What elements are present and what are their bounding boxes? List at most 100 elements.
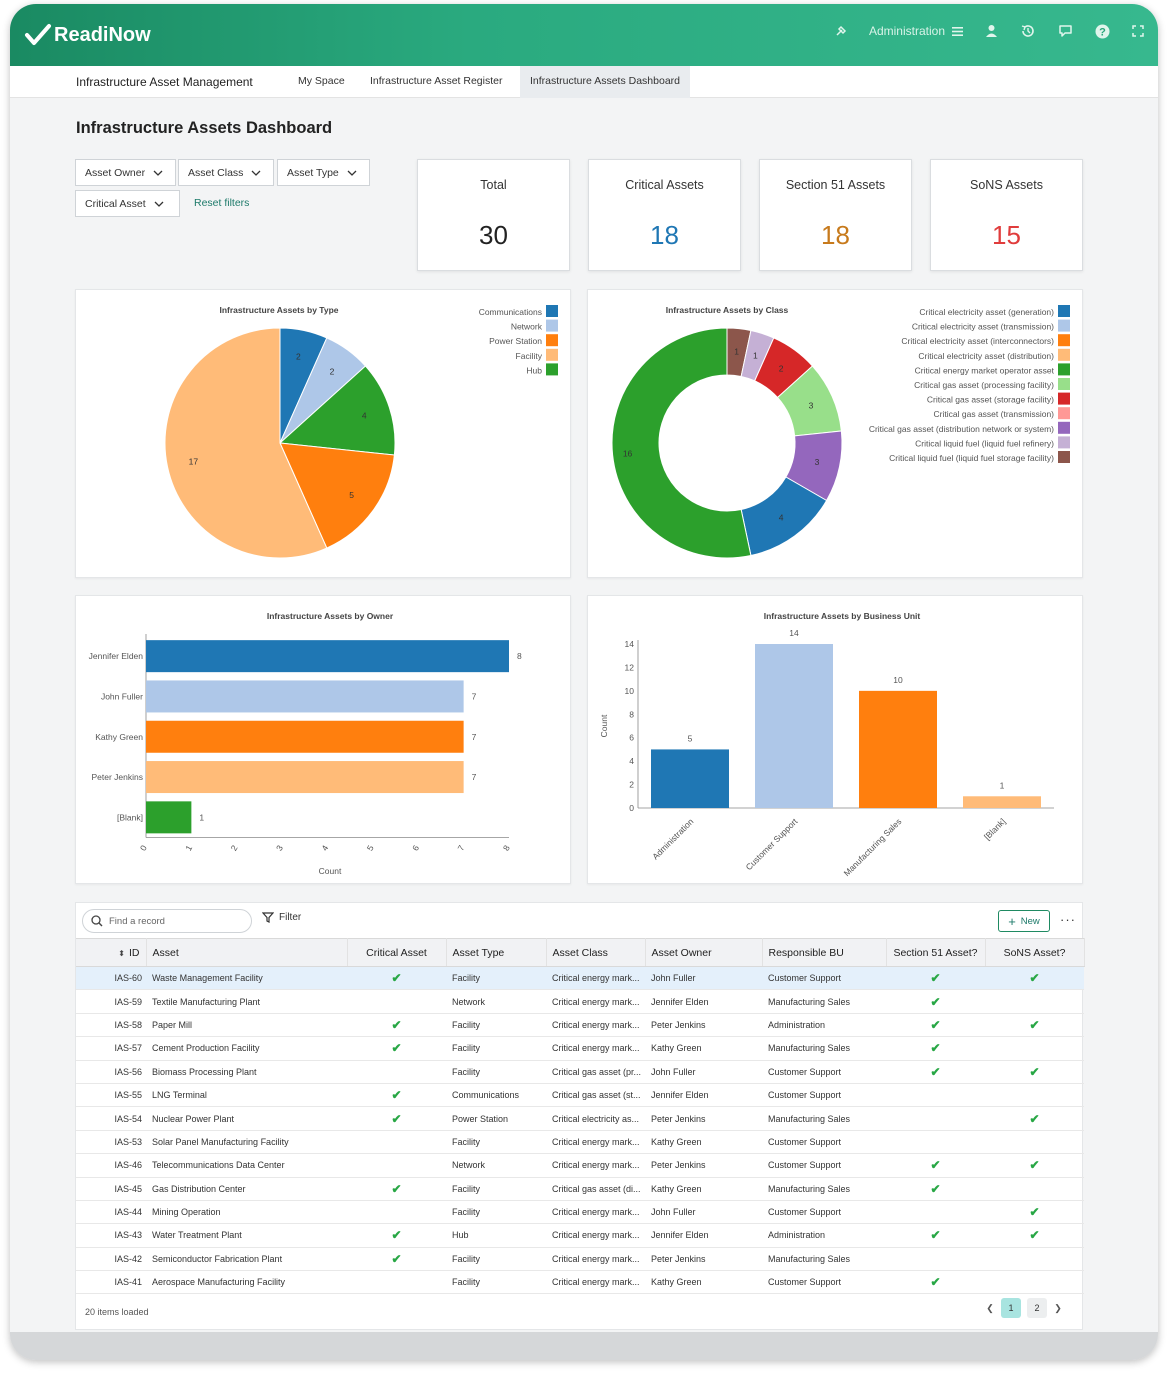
table-row[interactable]: IAS-58 Paper Mill ✔ Facility Critical energy… <box>76 1013 1084 1038</box>
check-icon: ✔ <box>391 1111 402 1126</box>
column-header-asset-owner[interactable]: Asset Owner <box>645 938 763 967</box>
chart-by-class[interactable]: Infrastructure Assets by Class 1 1 2 3 3 4 16 Cr… <box>588 290 1084 579</box>
column-header-asset-class[interactable]: Asset Class <box>546 938 646 967</box>
cell-bu: Manufacturing Sales <box>762 989 886 1014</box>
column-header-sons[interactable]: SoNS Asset? <box>985 938 1085 967</box>
cell-owner: Kathy Green <box>645 1036 762 1061</box>
app-name[interactable]: Infrastructure Asset Management <box>76 75 253 89</box>
column-header-asset[interactable]: Asset <box>146 938 348 967</box>
column-header-id[interactable]: ⬍ ID <box>76 938 147 967</box>
svg-text:?: ? <box>1099 26 1106 38</box>
cell-asset: Paper Mill <box>146 1013 347 1038</box>
cell-critical <box>347 1130 446 1155</box>
table-row[interactable]: IAS-54 Nuclear Power Plant ✔ Power Station C… <box>76 1106 1084 1131</box>
check-icon: ✔ <box>1029 1064 1040 1079</box>
tab-assets-dashboard[interactable]: Infrastructure Assets Dashboard <box>520 66 690 98</box>
table-row[interactable]: IAS-43 Water Treatment Plant ✔ Hub Critical … <box>76 1223 1084 1248</box>
column-header-responsible-bu[interactable]: Responsible BU <box>762 938 887 967</box>
bar <box>963 796 1041 808</box>
x-tick-label: 3 <box>274 843 285 852</box>
table-row[interactable]: IAS-44 Mining Operation Facility Critical e… <box>76 1200 1084 1225</box>
cell-bu: Customer Support <box>762 1200 886 1225</box>
cell-type: Hub <box>446 1223 546 1248</box>
help-icon[interactable]: ? <box>1095 24 1110 39</box>
category-label: Kathy Green <box>95 732 143 742</box>
asset-owner-dropdown[interactable]: Asset Owner <box>75 159 176 186</box>
stat-critical-assets[interactable]: Critical Assets 18 <box>588 159 741 271</box>
history-icon[interactable] <box>1020 23 1036 39</box>
cell-bu: Manufacturing Sales <box>762 1247 886 1272</box>
chart-by-business-unit[interactable]: Infrastructure Assets by Business Unit 0 2… <box>588 596 1084 885</box>
cell-sons: ✔ <box>985 1153 1084 1178</box>
cell-asset: Semiconductor Fabrication Plant <box>146 1247 347 1272</box>
user-icon[interactable] <box>985 24 998 38</box>
cell-critical <box>347 1270 446 1295</box>
table-row[interactable]: IAS-45 Gas Distribution Center ✔ Facility Cr… <box>76 1177 1084 1201</box>
asset-class-dropdown[interactable]: Asset Class <box>178 159 274 186</box>
table-row[interactable]: IAS-42 Semiconductor Fabrication Plant ✔ Fa… <box>76 1247 1084 1272</box>
table-row[interactable]: IAS-56 Biomass Processing Plant Facility Cr… <box>76 1060 1084 1084</box>
cell-asset: LNG Terminal <box>146 1083 347 1108</box>
cell-asset: Water Treatment Plant <box>146 1223 347 1248</box>
legend-swatch <box>1058 348 1070 361</box>
table-row[interactable]: IAS-60 Waste Management Facility ✔ Facility… <box>76 966 1084 991</box>
brand-logo[interactable]: ReadiNow <box>24 20 151 50</box>
cell-s51: ✔ <box>886 1013 985 1038</box>
column-header-asset-type[interactable]: Asset Type <box>446 938 547 967</box>
cell-s51: ✔ <box>886 966 985 991</box>
cell-owner: Peter Jenkins <box>645 1247 762 1272</box>
filter-label: Filter <box>279 912 302 923</box>
bar <box>755 644 833 808</box>
chart-by-owner[interactable]: Infrastructure Assets by Owner Jennifer E… <box>76 596 572 885</box>
check-icon: ✔ <box>930 1041 941 1056</box>
bar <box>651 749 729 808</box>
page-button-1[interactable]: 1 <box>1001 1298 1021 1318</box>
new-button[interactable]: + New <box>998 910 1050 932</box>
table-row[interactable]: IAS-59 Textile Manufacturing Plant Network… <box>76 989 1084 1014</box>
administration-menu[interactable]: Administration <box>869 24 963 38</box>
table-row[interactable]: IAS-53 Solar Panel Manufacturing Facility… <box>76 1130 1084 1155</box>
category-label: Manufacturing Sales <box>842 816 904 878</box>
more-options-icon[interactable]: ··· <box>1060 912 1076 927</box>
chat-icon[interactable] <box>1058 24 1073 38</box>
cell-sons: ✔ <box>985 1106 1084 1131</box>
slice-label: 3 <box>815 457 820 467</box>
cell-s51 <box>886 1083 985 1108</box>
table-row[interactable]: IAS-41 Aerospace Manufacturing Facility Fa… <box>76 1270 1084 1295</box>
x-tick-label: 2 <box>229 843 240 852</box>
critical-asset-dropdown[interactable]: Critical Asset <box>75 190 180 217</box>
column-header-critical-asset[interactable]: Critical Asset <box>347 938 447 967</box>
cell-bu: Manufacturing Sales <box>762 1177 886 1201</box>
tab-asset-register[interactable]: Infrastructure Asset Register <box>370 75 503 87</box>
x-axis-title: Count <box>319 866 342 876</box>
chevron-left-icon[interactable]: ❮ <box>986 1302 994 1313</box>
fullscreen-icon[interactable] <box>1132 25 1144 37</box>
reset-filters-link[interactable]: Reset filters <box>194 197 250 209</box>
stat-sons-assets[interactable]: SoNS Assets 15 <box>930 159 1083 271</box>
legend-label: Critical electricity asset (distribution… <box>918 351 1054 361</box>
stat-label: Section 51 Assets <box>785 178 886 192</box>
stat-section-51-assets[interactable]: Section 51 Assets 18 <box>759 159 912 271</box>
cell-bu: Administration <box>762 1223 886 1248</box>
cell-class: Critical energy mark... <box>546 1270 645 1295</box>
page-button-2[interactable]: 2 <box>1027 1298 1047 1318</box>
table-row[interactable]: IAS-55 LNG Terminal ✔ Communications Critica… <box>76 1083 1084 1108</box>
cell-id: IAS-53 <box>76 1130 146 1155</box>
stat-total[interactable]: Total 30 <box>417 159 570 271</box>
asset-type-dropdown[interactable]: Asset Type <box>277 159 370 186</box>
tools-icon[interactable] <box>835 25 847 37</box>
search-input[interactable]: Find a record <box>82 909 252 933</box>
cell-owner: John Fuller <box>645 966 762 991</box>
cell-owner: Peter Jenkins <box>645 1106 762 1131</box>
cell-type: Facility <box>446 1270 546 1295</box>
table-row[interactable]: IAS-57 Cement Production Facility ✔ Facilit… <box>76 1036 1084 1061</box>
filter-button[interactable]: Filter <box>262 912 301 923</box>
tab-my-space[interactable]: My Space <box>298 75 345 87</box>
check-icon: ✔ <box>930 1228 941 1243</box>
chevron-right-icon[interactable]: ❯ <box>1054 1302 1062 1313</box>
column-header-section-51[interactable]: Section 51 Asset? <box>886 938 986 967</box>
cell-sons <box>985 1036 1084 1061</box>
table-row[interactable]: IAS-46 Telecommunications Data Center Netw… <box>76 1153 1084 1178</box>
chart-by-type[interactable]: Infrastructure Assets by Type 2 2 4 5 17 Commu… <box>76 290 572 579</box>
cell-class: Critical energy mark... <box>546 1013 645 1038</box>
